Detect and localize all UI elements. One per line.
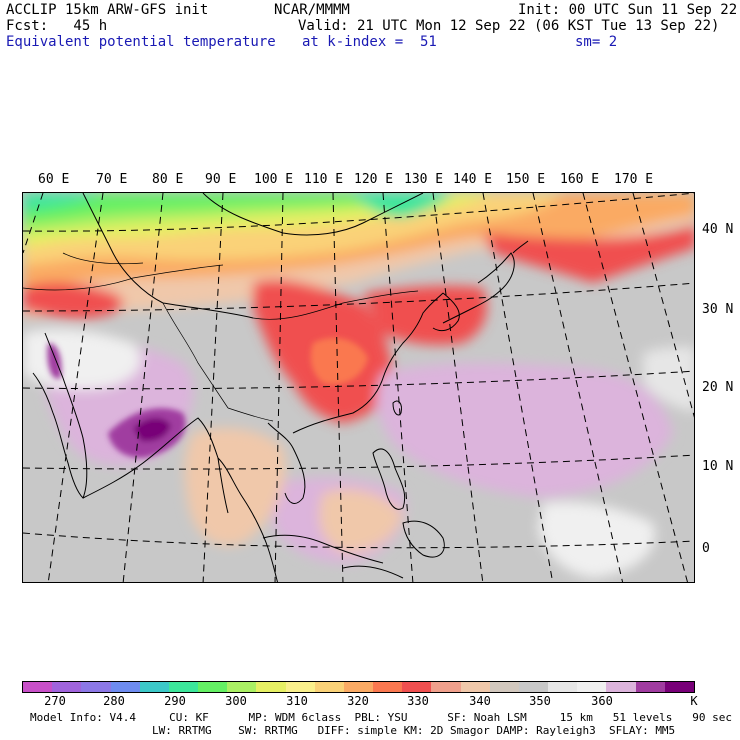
colorbar-swatch-8 (256, 682, 286, 692)
lon-label-150e: 150 E (506, 172, 546, 187)
colorbar-swatch-15 (460, 682, 490, 692)
colorbar-swatch-1 (52, 682, 82, 692)
colorbar-swatch-0 (23, 682, 53, 692)
colorbar-swatch-22 (664, 682, 694, 692)
colorbar-swatch-16 (489, 682, 519, 692)
colorbar-label-290: 290 (164, 694, 186, 708)
colorbar-swatch-11 (343, 682, 374, 692)
valid-time: Valid: 21 UTC Mon 12 Sep 22 (06 KST Tue … (298, 18, 720, 34)
colorbar-label-330: 330 (407, 694, 429, 708)
lat-label-40n: 40 N (702, 222, 734, 237)
lon-label-130e: 130 E (404, 172, 444, 187)
lon-label-80e: 80 E (152, 172, 184, 187)
colorbar-swatch-7 (227, 682, 257, 692)
lat-label-0: 0 (702, 541, 710, 556)
theta-e-map (22, 192, 695, 583)
lon-label-170e: 170 E (614, 172, 654, 187)
lon-label-160e: 160 E (560, 172, 600, 187)
institution-label: NCAR/MMMM (274, 2, 350, 18)
colorbar-swatch-10 (314, 682, 344, 692)
colorbar-label-270: 270 (44, 694, 66, 708)
colorbar-swatch-2 (81, 682, 111, 692)
colorbar-swatch-18 (548, 682, 578, 692)
map-canvas (23, 193, 694, 582)
colorbar-swatch-19 (577, 682, 607, 692)
colorbar-swatch-17 (518, 682, 549, 692)
field-name: Equivalent potential temperature (6, 34, 276, 50)
colorbar-label-280: 280 (103, 694, 125, 708)
colorbar-label-310: 310 (286, 694, 308, 708)
theta-e-maxima (47, 338, 368, 458)
colorbar-label-350: 350 (529, 694, 551, 708)
colorbar-label-300: 300 (225, 694, 247, 708)
colorbar-swatch-4 (139, 682, 169, 692)
colorbar-swatch-14 (431, 682, 461, 692)
lon-label-70e: 70 E (96, 172, 128, 187)
forecast-hour: Fcst: 45 h (6, 18, 108, 34)
lon-label-60e: 60 E (38, 172, 70, 187)
lat-label-20n: 20 N (702, 380, 734, 395)
lon-label-100e: 100 E (254, 172, 294, 187)
init-time: Init: 00 UTC Sun 11 Sep 22 (518, 2, 738, 18)
colorbar-label-340: 340 (469, 694, 491, 708)
colorbar-swatch-3 (110, 682, 140, 692)
borders (23, 252, 419, 422)
colorbar-swatch-20 (606, 682, 636, 692)
colorbar-unit: K (690, 694, 698, 708)
smoothing-label: sm= 2 (575, 34, 618, 50)
graticule (23, 193, 694, 582)
colorbar-swatch-21 (635, 682, 665, 692)
colorbar-swatch-9 (285, 682, 315, 692)
colorbar-swatch-12 (373, 682, 403, 692)
lon-label-120e: 120 E (354, 172, 394, 187)
model-info-line1: Model Info: V4.4 CU: KF MP: WDM 6class P… (30, 711, 732, 724)
coastlines (32, 193, 529, 582)
lon-label-140e: 140 E (453, 172, 493, 187)
model-info-line2: LW: RRTMG SW: RRTMG DIFF: simple KM: 2D … (152, 724, 676, 737)
lat-label-10n: 10 N (702, 459, 734, 474)
model-level: at k-index = 51 (302, 34, 437, 50)
colorbar-label-320: 320 (347, 694, 369, 708)
colorbar-swatch-5 (168, 682, 199, 692)
colorbar-label-360: 360 (591, 694, 613, 708)
colorbar-swatch-6 (198, 682, 228, 692)
colorbar-swatch-13 (402, 682, 432, 692)
lon-label-110e: 110 E (304, 172, 344, 187)
colorbar (22, 681, 695, 693)
run-title: ACCLIP 15km ARW-GFS init (6, 2, 209, 18)
lon-label-90e: 90 E (205, 172, 237, 187)
lat-label-30n: 30 N (702, 302, 734, 317)
